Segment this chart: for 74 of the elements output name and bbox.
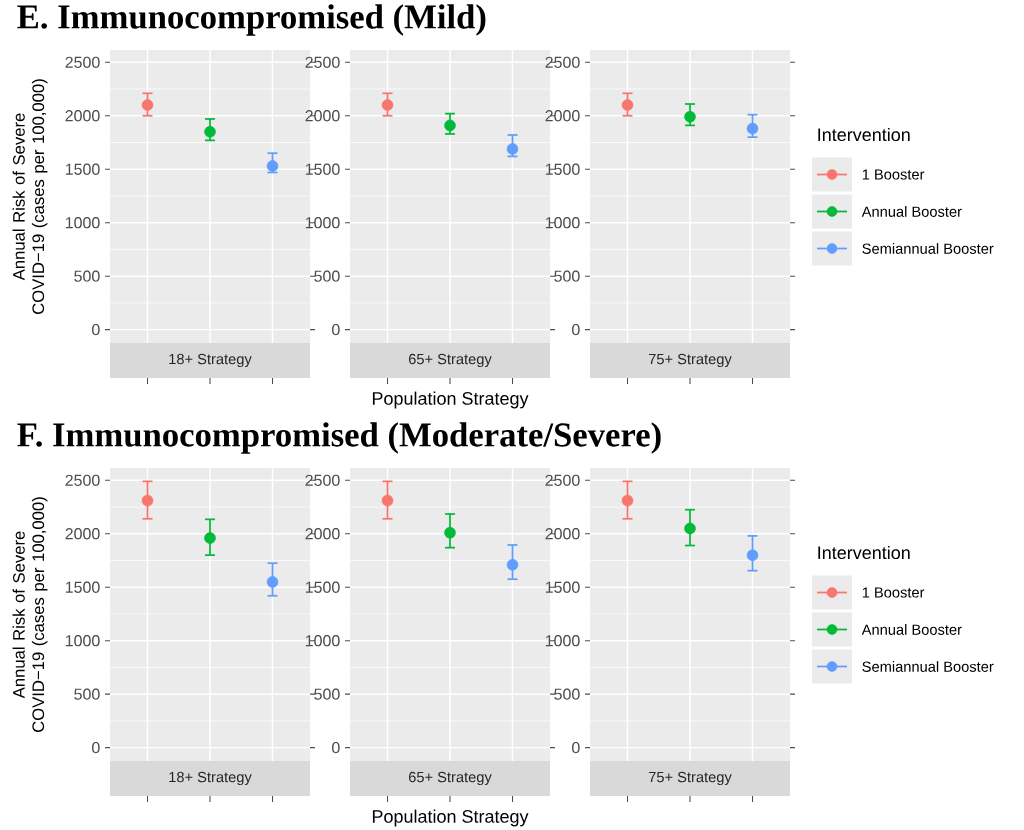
legend-title: Intervention — [818, 545, 910, 560]
y-tick-label: 1500 — [305, 581, 340, 593]
point — [141, 494, 154, 507]
point — [746, 549, 759, 561]
y-tick-label: 500 — [74, 270, 100, 282]
text: 65+ Strategy — [408, 353, 492, 368]
text: 75+ Strategy — [648, 353, 732, 368]
y-tick-label: 1500 — [65, 581, 100, 593]
legend-label: 1 Booster — [862, 169, 925, 180]
y-tick-label: 500 — [314, 270, 340, 282]
text: 65+ Strategy — [408, 771, 492, 786]
text: 18+ Strategy — [169, 771, 252, 786]
y-tick-label: 1500 — [545, 581, 580, 593]
y-tick-label: 2000 — [65, 110, 100, 122]
y-tick-label: 0 — [572, 323, 580, 336]
y-tick-label: 1500 — [545, 163, 580, 175]
y-tick-label: 500 — [314, 688, 340, 700]
point — [746, 122, 759, 135]
y-tick-label: 2500 — [65, 474, 100, 486]
point — [506, 559, 519, 571]
y-tick-label: 0 — [92, 741, 100, 754]
point — [684, 522, 696, 535]
y-tick-label: 0 — [332, 323, 340, 336]
y-tick-label: 1000 — [545, 217, 580, 229]
y-tick-label: 0 — [332, 741, 340, 754]
y-tick-label: 0 — [92, 323, 100, 336]
y-tick-label: 2500 — [545, 56, 580, 68]
chart-title: F. Immunocompromised (Moderate/Severe) — [17, 422, 661, 454]
point — [204, 126, 216, 138]
point — [204, 532, 216, 544]
text: 18+ Strategy — [169, 353, 252, 368]
y-tick-label: 500 — [74, 688, 100, 700]
y-tick-label: 1000 — [305, 217, 340, 229]
point — [381, 99, 394, 111]
y-tick-label: 1000 — [65, 635, 100, 647]
point — [266, 576, 279, 588]
y-tick-label: 2000 — [545, 110, 580, 122]
legend-label: Semiannual Booster — [862, 661, 994, 672]
legend-label: Annual Booster — [861, 624, 962, 635]
y-axis-title: Annual Risk of Severe COVID−19 (cases per 100,000) — [12, 79, 48, 314]
y-tick-label: 0 — [572, 741, 580, 754]
y-tick-label: 2000 — [305, 528, 340, 540]
point — [621, 494, 634, 507]
y-tick-label: 1000 — [65, 217, 100, 229]
legend-label: 1 Booster — [862, 587, 925, 598]
point — [621, 99, 634, 111]
y-tick-label: 2000 — [65, 528, 100, 540]
y-tick-label: 1000 — [545, 635, 580, 647]
y-tick-label: 500 — [554, 270, 580, 282]
y-tick-label: 1000 — [305, 635, 340, 647]
point — [684, 111, 696, 123]
chart-title: E. Immunocompromised (Mild) — [17, 4, 486, 36]
legend-label: Semiannual Booster — [862, 243, 994, 254]
legend-label: Annual Booster — [861, 206, 962, 217]
point — [444, 526, 456, 539]
point — [141, 99, 154, 111]
y-tick-label: 1500 — [65, 163, 100, 175]
x-axis-title: Population Strategy — [372, 809, 529, 827]
point — [266, 160, 279, 172]
legend-title: Intervention — [818, 127, 910, 142]
y-axis-title: Annual Risk of Severe COVID−19 (cases per 100,000) — [12, 497, 48, 732]
y-tick-label: 500 — [554, 688, 580, 700]
y-tick-label: 2500 — [305, 56, 340, 68]
y-tick-label: 2500 — [305, 474, 340, 486]
x-axis-title: Population Strategy — [372, 391, 529, 409]
y-tick-label: 1500 — [305, 163, 340, 175]
point — [381, 494, 394, 507]
point — [506, 143, 519, 155]
y-tick-label: 2500 — [545, 474, 580, 486]
text: 75+ Strategy — [648, 771, 732, 786]
y-tick-label: 2500 — [65, 56, 100, 68]
point — [444, 119, 456, 132]
y-tick-label: 2000 — [545, 528, 580, 540]
y-tick-label: 2000 — [305, 110, 340, 122]
